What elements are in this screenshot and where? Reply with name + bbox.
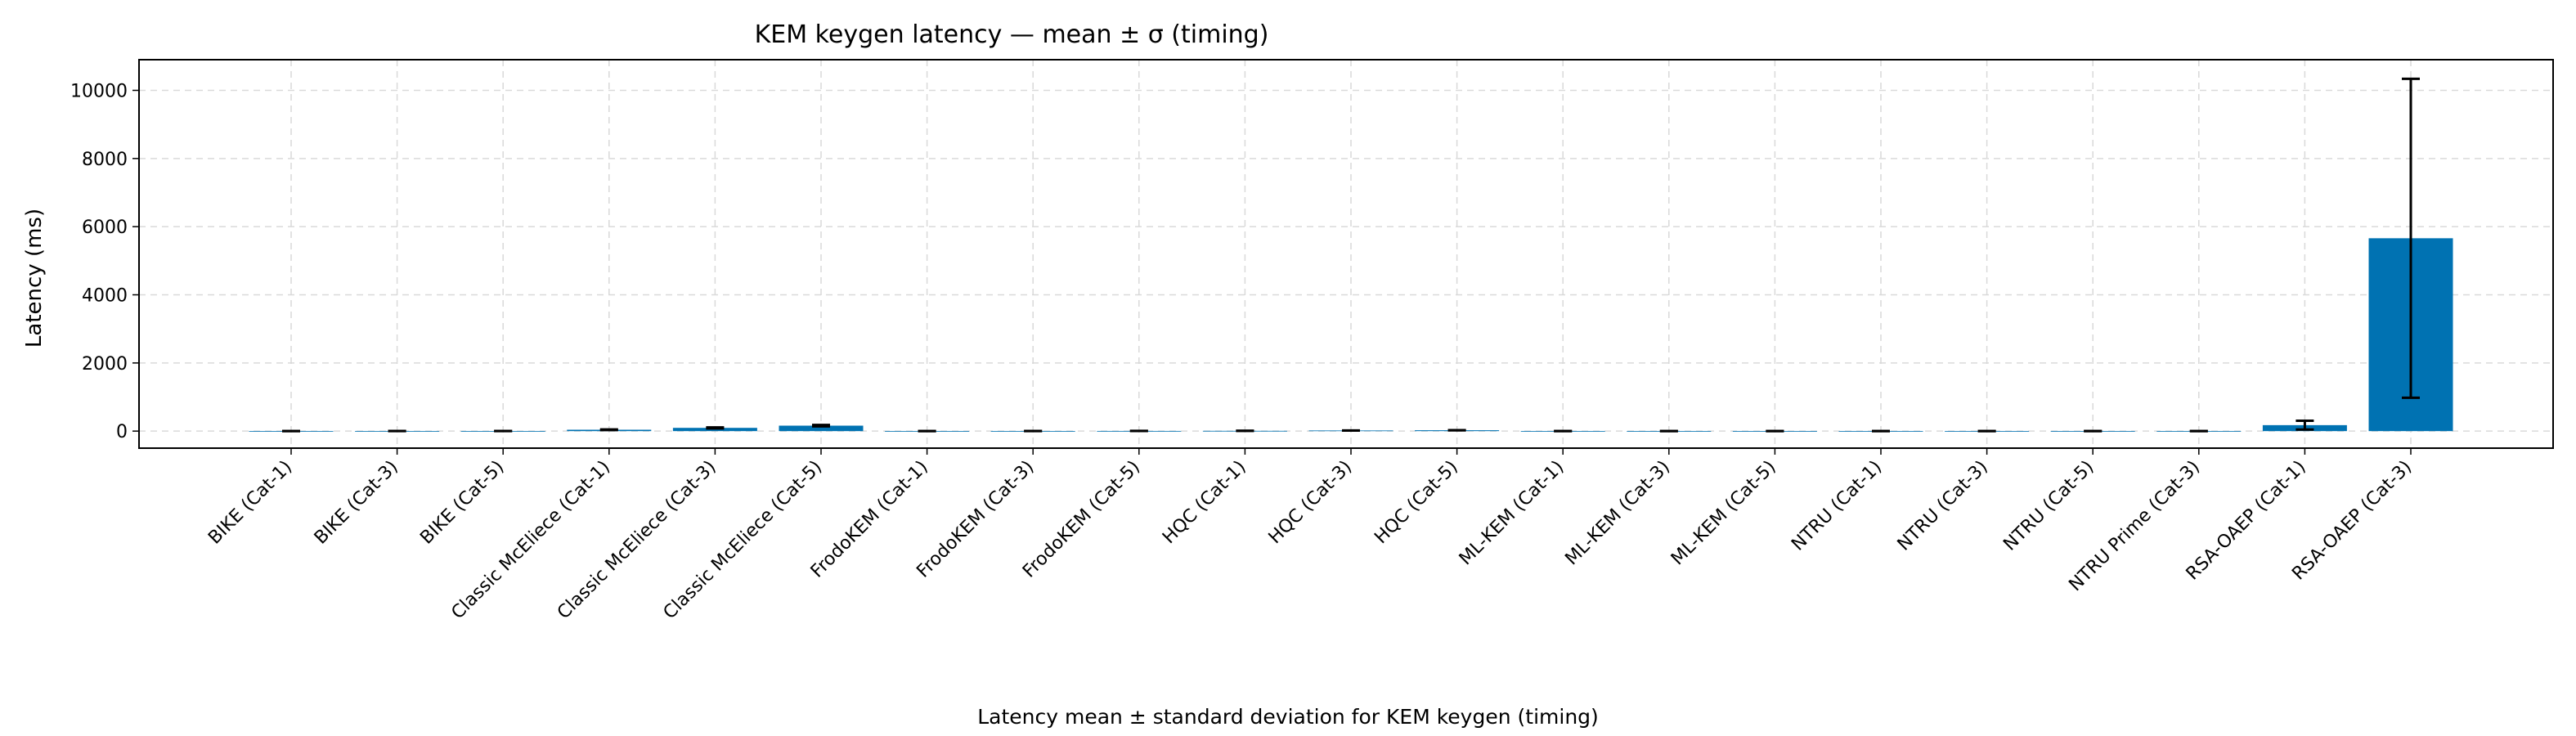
- x-tick-label: FrodoKEM (Cat-1): [807, 457, 932, 582]
- x-tick-label: HQC (Cat-3): [1265, 457, 1357, 549]
- plot-area-frame: [138, 59, 2554, 449]
- y-tick-label: 8000: [82, 150, 128, 170]
- x-tick-label: HQC (Cat-1): [1159, 457, 1250, 549]
- grid-layer: [139, 60, 2553, 448]
- y-tick-label: 4000: [82, 286, 128, 307]
- x-tick-label: RSA-OAEP (Cat-1): [2183, 457, 2310, 585]
- chart-title: KEM keygen latency — mean ± σ (timing): [755, 20, 1269, 49]
- y-tick-label: 2000: [82, 354, 128, 375]
- x-tick-label: NTRU (Cat-3): [1894, 457, 1992, 555]
- chart-caption: Latency mean ± standard deviation for KE…: [977, 705, 1599, 729]
- x-tick-label: RSA-OAEP (Cat-3): [2288, 457, 2416, 585]
- y-tick-label: 10000: [70, 82, 128, 102]
- x-tick-label: FrodoKEM (Cat-3): [913, 457, 1038, 582]
- x-tick-label: NTRU (Cat-5): [1999, 457, 2098, 555]
- bar: [779, 425, 864, 432]
- x-tick-label: ML-KEM (Cat-5): [1667, 457, 1780, 570]
- x-tick-label: BIKE (Cat-3): [311, 457, 402, 549]
- x-tick-label: ML-KEM (Cat-3): [1561, 457, 1674, 570]
- x-tick-label: NTRU (Cat-1): [1788, 457, 1886, 555]
- error-bars-layer: [282, 77, 2420, 433]
- y-tick-label: 0: [116, 422, 128, 442]
- x-tick-label: HQC (Cat-5): [1371, 457, 1462, 549]
- y-axis-label: Latency (ms): [22, 209, 47, 348]
- y-tick-label: 6000: [82, 218, 128, 238]
- x-tick-label: BIKE (Cat-5): [416, 457, 508, 549]
- x-axis-ticks: BIKE (Cat-1) BIKE (Cat-3) BIKE (Cat-5)Clas…: [204, 448, 2416, 623]
- y-axis-ticks: 0 2000 4000 6000 8000 10000: [70, 82, 139, 442]
- x-tick-label: ML-KEM (Cat-1): [1456, 457, 1568, 570]
- x-tick-label: BIKE (Cat-1): [204, 457, 296, 549]
- x-tick-label: FrodoKEM (Cat-5): [1019, 457, 1144, 582]
